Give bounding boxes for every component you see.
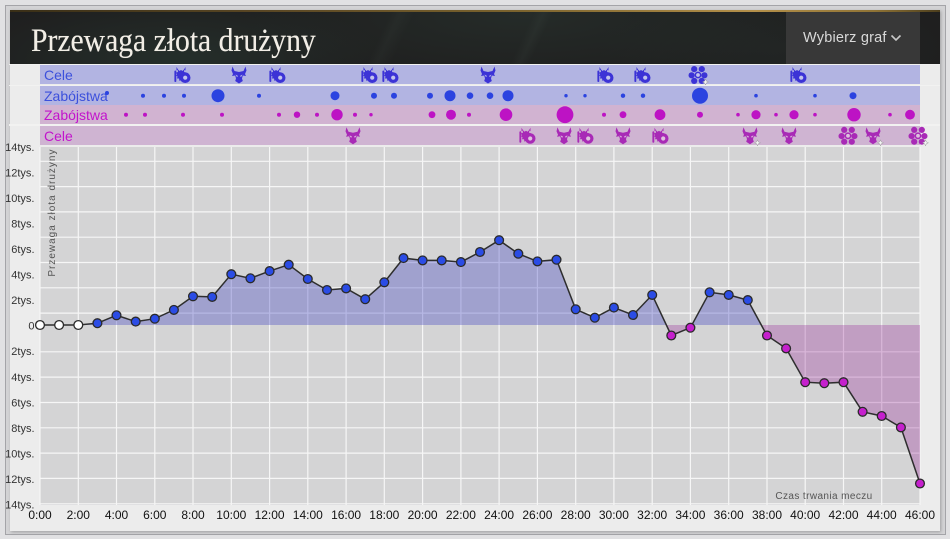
svg-text:12tys.: 12tys. — [5, 474, 34, 486]
svg-text:Przewaga złota drużyny: Przewaga złota drużyny — [47, 149, 58, 277]
svg-text:22:00: 22:00 — [446, 508, 476, 522]
svg-text:6:00: 6:00 — [143, 508, 167, 522]
svg-text:12:00: 12:00 — [255, 508, 285, 522]
svg-text:32:00: 32:00 — [637, 508, 667, 522]
svg-text:10tys.: 10tys. — [5, 193, 34, 205]
svg-text:44:00: 44:00 — [867, 508, 897, 522]
svg-text:2:00: 2:00 — [67, 508, 91, 522]
svg-text:40:00: 40:00 — [790, 508, 820, 522]
svg-text:4:00: 4:00 — [105, 508, 129, 522]
svg-text:2tys.: 2tys. — [11, 295, 34, 307]
svg-text:Czas trwania meczu: Czas trwania meczu — [775, 491, 872, 502]
svg-text:14tys.: 14tys. — [5, 500, 34, 512]
svg-text:26:00: 26:00 — [522, 508, 552, 522]
svg-text:0: 0 — [28, 321, 34, 333]
svg-text:42:00: 42:00 — [828, 508, 858, 522]
svg-text:6tys.: 6tys. — [11, 244, 34, 256]
svg-text:30:00: 30:00 — [599, 508, 629, 522]
svg-text:8tys.: 8tys. — [11, 219, 34, 231]
svg-text:8tys.: 8tys. — [11, 423, 34, 435]
svg-text:12tys.: 12tys. — [5, 167, 34, 179]
svg-text:20:00: 20:00 — [408, 508, 438, 522]
svg-text:16:00: 16:00 — [331, 508, 361, 522]
svg-text:8:00: 8:00 — [181, 508, 205, 522]
svg-text:6tys.: 6tys. — [11, 397, 34, 409]
svg-text:10:00: 10:00 — [216, 508, 246, 522]
svg-text:18:00: 18:00 — [369, 508, 399, 522]
svg-text:10tys.: 10tys. — [5, 448, 34, 460]
svg-text:34:00: 34:00 — [675, 508, 705, 522]
svg-text:46:00: 46:00 — [905, 508, 935, 522]
svg-text:14:00: 14:00 — [293, 508, 323, 522]
svg-text:4tys.: 4tys. — [11, 372, 34, 384]
svg-text:14tys.: 14tys. — [5, 142, 34, 154]
svg-text:0:00: 0:00 — [28, 508, 52, 522]
svg-text:24:00: 24:00 — [484, 508, 514, 522]
svg-text:36:00: 36:00 — [714, 508, 744, 522]
svg-text:2tys.: 2tys. — [11, 346, 34, 358]
svg-text:4tys.: 4tys. — [11, 270, 34, 282]
svg-text:38:00: 38:00 — [752, 508, 782, 522]
svg-text:28:00: 28:00 — [561, 508, 591, 522]
